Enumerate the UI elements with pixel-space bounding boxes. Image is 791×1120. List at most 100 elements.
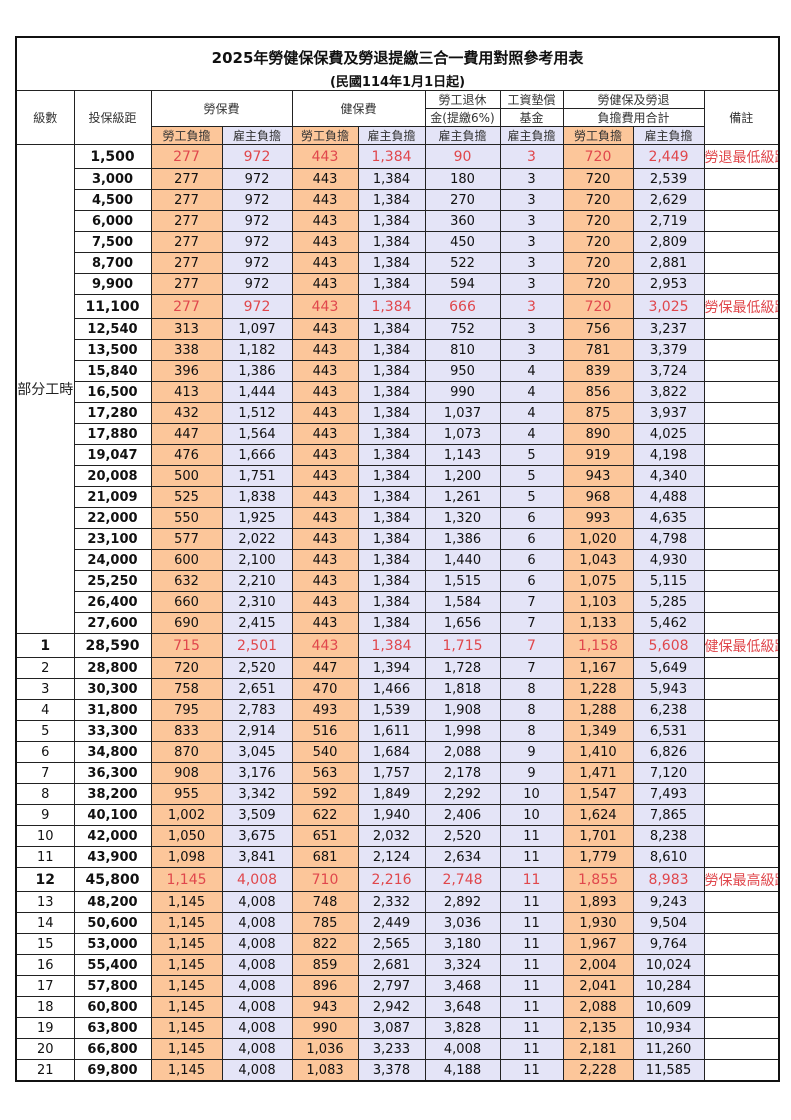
- header-labor-employee: 勞工負擔: [150, 126, 223, 145]
- table-row: 21 69,800 1,145 4,008 1,083 3,378 4,188 11 2,228…: [15, 1059, 780, 1082]
- insured-amount-cell: 21,009: [73, 486, 152, 508]
- pension-employer-cell: 2,892: [424, 891, 501, 913]
- labor-employer-cell: 972: [221, 294, 293, 319]
- table-row: 1 28,590 715 2,501 443 1,384 1,715 7 1,158 5,608 健…: [15, 633, 780, 658]
- pension-employer-cell: 1,261: [424, 486, 501, 508]
- labor-employer-cell: 1,838: [221, 486, 293, 508]
- total-employer-cell: 4,198: [632, 444, 705, 466]
- table-row: 13,500 338 1,182 443 1,384 810 3 781 3,379: [16, 339, 780, 361]
- table-row: 11 43,900 1,098 3,841 681 2,124 2,634 11 1,779 8,…: [15, 846, 780, 868]
- labor-employer-cell: 2,210: [221, 570, 293, 592]
- health-employee-cell: 592: [291, 783, 359, 805]
- health-employer-cell: 2,681: [357, 954, 426, 976]
- insured-amount-cell: 63,800: [73, 1017, 152, 1039]
- total-employer-cell: 5,285: [632, 591, 705, 613]
- labor-employee-cell: 277: [150, 144, 223, 169]
- labor-employee-cell: 476: [150, 444, 223, 466]
- health-employee-cell: 990: [291, 1017, 359, 1039]
- insured-amount-cell: 57,800: [73, 975, 152, 997]
- health-employee-cell: 443: [291, 318, 359, 340]
- total-employee-cell: 1,967: [562, 933, 634, 955]
- pension-employer-cell: 3,648: [424, 996, 501, 1018]
- pension-employer-cell: 1,200: [424, 465, 501, 487]
- health-employee-cell: 748: [291, 891, 359, 913]
- pension-employer-cell: 1,656: [424, 612, 501, 634]
- wage-fund-employer-cell: 11: [499, 891, 564, 913]
- health-employer-cell: 1,384: [357, 507, 426, 529]
- wage-fund-employer-cell: 3: [499, 294, 564, 319]
- pension-employer-cell: 4,008: [424, 1038, 501, 1060]
- total-employee-cell: 1,349: [562, 720, 634, 742]
- total-employer-cell: 2,953: [632, 273, 705, 295]
- total-employee-cell: 2,228: [562, 1059, 634, 1082]
- pension-employer-cell: 1,584: [424, 591, 501, 613]
- header-pension-line2: 金(提繳6%): [424, 108, 501, 127]
- total-employer-cell: 6,826: [632, 741, 705, 763]
- insured-amount-cell: 11,100: [73, 294, 152, 319]
- pension-employer-cell: 1,386: [424, 528, 501, 550]
- labor-employee-cell: 277: [150, 273, 223, 295]
- remark-cell: [703, 210, 780, 232]
- total-employer-cell: 5,115: [632, 570, 705, 592]
- health-employee-cell: 622: [291, 804, 359, 826]
- health-employer-cell: 1,940: [357, 804, 426, 826]
- labor-employer-cell: 4,008: [221, 867, 293, 892]
- table-row: 3 30,300 758 2,651 470 1,466 1,818 8 1,228 5,943: [15, 678, 780, 700]
- total-employee-cell: 2,181: [562, 1038, 634, 1060]
- health-employer-cell: 1,384: [357, 318, 426, 340]
- insured-amount-cell: 22,000: [73, 507, 152, 529]
- wage-fund-employer-cell: 3: [499, 210, 564, 232]
- pension-employer-cell: 4,188: [424, 1059, 501, 1082]
- health-employer-cell: 1,539: [357, 699, 426, 721]
- header-total-line2: 負擔費用合計: [562, 108, 705, 127]
- insured-amount-cell: 23,100: [73, 528, 152, 550]
- health-employee-cell: 943: [291, 996, 359, 1018]
- health-employer-cell: 1,384: [357, 210, 426, 232]
- grade-cell: 17: [15, 975, 75, 997]
- total-employee-cell: 875: [562, 402, 634, 424]
- labor-employee-cell: 277: [150, 294, 223, 319]
- table-row: 5 33,300 833 2,914 516 1,611 1,998 8 1,349 6,531: [15, 720, 780, 742]
- labor-employee-cell: 1,145: [150, 933, 223, 955]
- remark-cell: [703, 954, 780, 976]
- health-employer-cell: 1,849: [357, 783, 426, 805]
- health-employer-cell: 1,611: [357, 720, 426, 742]
- labor-employer-cell: 4,008: [221, 1017, 293, 1039]
- table-row: 17,880 447 1,564 443 1,384 1,073 4 890 4,025: [16, 423, 780, 445]
- total-employee-cell: 1,228: [562, 678, 634, 700]
- header-wage-fund-line2: 基金: [499, 108, 564, 127]
- header-total-employer: 雇主負擔: [632, 126, 705, 145]
- health-employer-cell: 1,384: [357, 465, 426, 487]
- wage-fund-employer-cell: 3: [499, 339, 564, 361]
- health-employee-cell: 443: [291, 486, 359, 508]
- health-employer-cell: 1,384: [357, 486, 426, 508]
- labor-employee-cell: 1,145: [150, 1038, 223, 1060]
- health-employer-cell: 1,384: [357, 444, 426, 466]
- pension-employer-cell: 450: [424, 231, 501, 253]
- health-employee-cell: 443: [291, 549, 359, 571]
- pension-employer-cell: 1,818: [424, 678, 501, 700]
- total-employer-cell: 10,934: [632, 1017, 705, 1039]
- total-employee-cell: 1,020: [562, 528, 634, 550]
- health-employer-cell: 1,384: [357, 189, 426, 211]
- total-employer-cell: 2,719: [632, 210, 705, 232]
- grade-cell: 14: [15, 912, 75, 934]
- wage-fund-employer-cell: 11: [499, 1059, 564, 1082]
- labor-employer-cell: 972: [221, 144, 293, 169]
- total-employee-cell: 968: [562, 486, 634, 508]
- health-employee-cell: 785: [291, 912, 359, 934]
- total-employee-cell: 839: [562, 360, 634, 382]
- total-employer-cell: 8,983: [632, 867, 705, 892]
- labor-employee-cell: 690: [150, 612, 223, 634]
- health-employee-cell: 443: [291, 402, 359, 424]
- wage-fund-employer-cell: 6: [499, 549, 564, 571]
- table-row: 16 55,400 1,145 4,008 859 2,681 3,324 11 2,004 10…: [15, 954, 780, 976]
- health-employee-cell: 493: [291, 699, 359, 721]
- header-labor-employer: 雇主負擔: [221, 126, 293, 145]
- total-employee-cell: 1,167: [562, 657, 634, 679]
- labor-employer-cell: 972: [221, 189, 293, 211]
- labor-employer-cell: 2,651: [221, 678, 293, 700]
- health-employee-cell: 563: [291, 762, 359, 784]
- labor-employee-cell: 396: [150, 360, 223, 382]
- wage-fund-employer-cell: 11: [499, 975, 564, 997]
